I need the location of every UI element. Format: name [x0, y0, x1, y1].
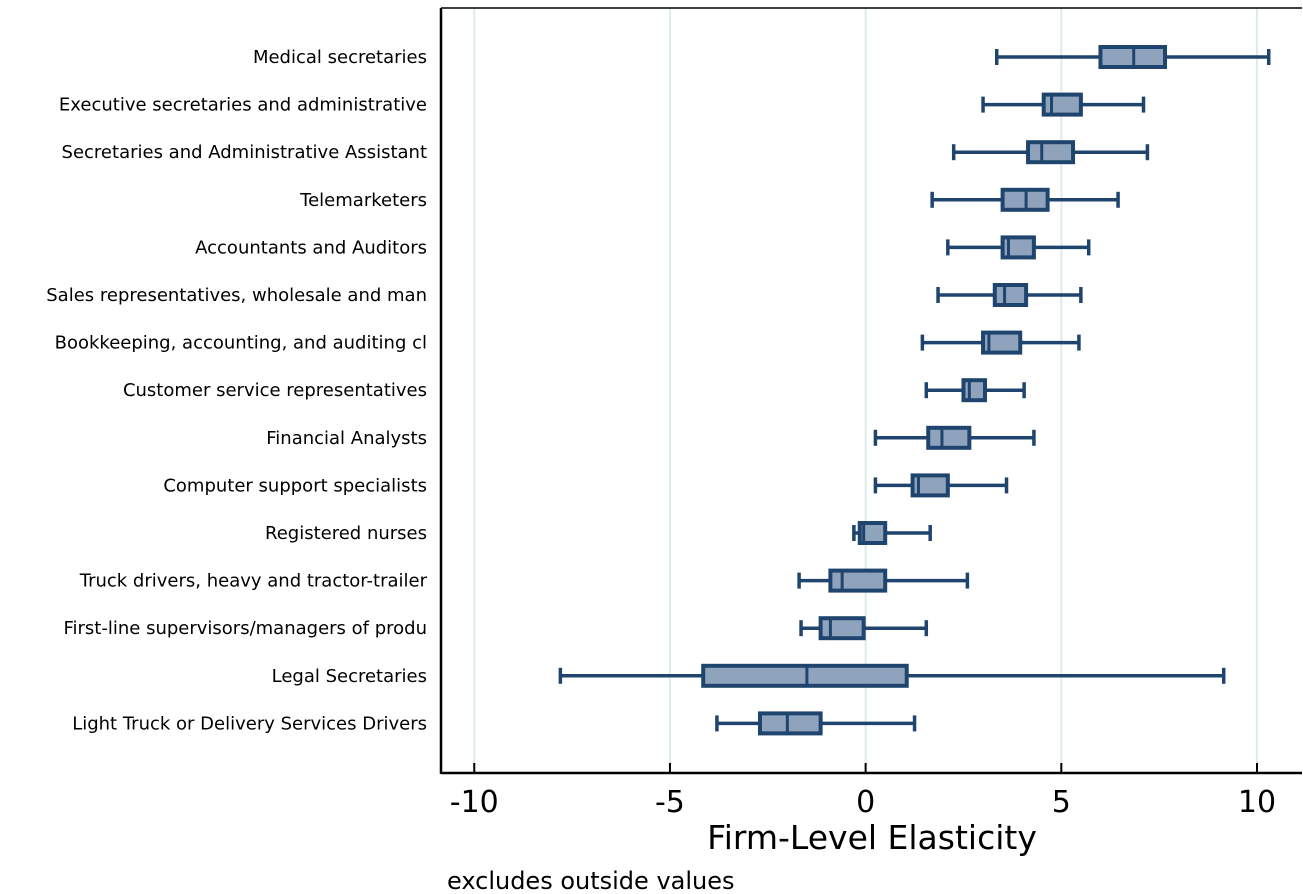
box-9 — [873, 425, 1036, 450]
x-tick-label: -10 — [450, 785, 499, 820]
box-8 — [924, 378, 1026, 403]
category-label: Registered nurses — [265, 523, 427, 544]
box-2 — [981, 92, 1146, 117]
box-7 — [920, 330, 1081, 355]
category-label: Accountants and Auditors — [195, 237, 427, 258]
category-label: Bookkeeping, accounting, and auditing cl — [55, 333, 427, 354]
box-5 — [946, 235, 1091, 260]
box-iqr — [1041, 92, 1083, 117]
box-10 — [873, 473, 1009, 498]
grid-lines — [473, 8, 1258, 773]
category-label: Secretaries and Administrative Assistant — [62, 142, 427, 163]
box-15 — [715, 711, 917, 736]
box-iqr — [757, 711, 823, 736]
chart-note: excludes outside values — [447, 867, 735, 894]
box-iqr — [818, 616, 866, 641]
category-label: Sales representatives, wholesale and man — [46, 285, 427, 306]
category-label: Truck drivers, heavy and tractor-trailer — [79, 571, 428, 592]
category-labels: Medical secretaries Executive secretaries… — [46, 47, 427, 734]
box-series — [558, 45, 1271, 736]
box-12 — [797, 568, 970, 593]
box-13 — [799, 616, 929, 641]
box-iqr — [701, 663, 909, 688]
box-iqr — [857, 521, 888, 545]
category-label: Medical secretaries — [253, 47, 427, 68]
category-label: Financial Analysts — [266, 428, 427, 449]
box-iqr — [961, 378, 987, 403]
x-axis-title: Firm-Level Elasticity — [707, 818, 1037, 857]
category-label: First-line supervisors/managers of produ — [63, 618, 427, 639]
box-iqr — [926, 425, 972, 450]
box-iqr — [828, 568, 888, 593]
box-6 — [936, 283, 1083, 307]
box-iqr — [981, 330, 1023, 355]
box-iqr — [1000, 235, 1036, 260]
category-label: Computer support specialists — [163, 475, 427, 496]
box-iqr — [910, 473, 950, 498]
category-label: Executive secretaries and administrative — [59, 95, 427, 116]
box-4 — [930, 187, 1120, 212]
x-tick-label: -5 — [655, 785, 685, 820]
box-11 — [852, 521, 932, 545]
category-label: Legal Secretaries — [272, 666, 427, 687]
category-label: Telemarketers — [299, 190, 427, 211]
box-3 — [951, 140, 1150, 165]
x-tick-label: 5 — [1052, 785, 1071, 820]
box-14 — [558, 663, 1226, 688]
box-1 — [994, 45, 1271, 69]
category-label: Customer service representatives — [123, 380, 427, 401]
axes: -10 -5 0 5 10 — [439, 7, 1302, 820]
category-label: Light Truck or Delivery Services Drivers — [72, 713, 427, 734]
x-tick-label: 0 — [856, 785, 875, 820]
box-iqr — [1026, 140, 1076, 165]
box-iqr — [992, 283, 1029, 307]
x-tick-label: 10 — [1238, 785, 1276, 820]
